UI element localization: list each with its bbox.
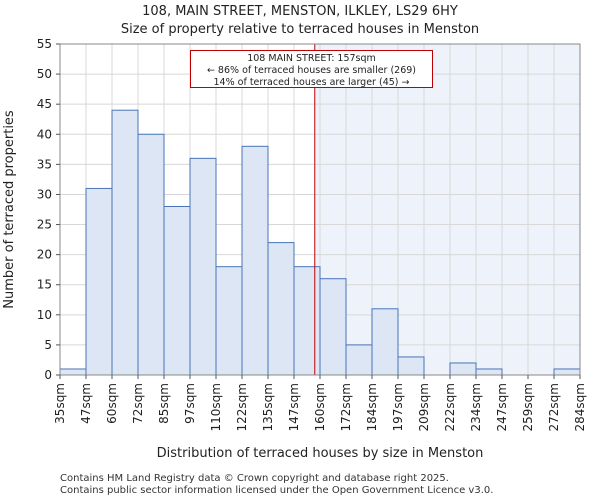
x-tick-label: 60sqm xyxy=(105,383,119,424)
footer-line-2: Contains public sector information licen… xyxy=(60,485,494,496)
histogram-bar xyxy=(137,133,165,376)
larger-region-highlight xyxy=(314,44,580,375)
histogram-bar xyxy=(371,308,399,376)
histogram-bar xyxy=(85,187,113,376)
x-tick-label: 234sqm xyxy=(469,383,483,431)
histogram-bar xyxy=(189,157,217,376)
x-tick-label: 85sqm xyxy=(157,383,171,424)
x-tick-label: 110sqm xyxy=(209,383,223,431)
histogram-bar xyxy=(293,266,321,376)
y-tick-label: 55 xyxy=(37,37,52,51)
x-tick-label: 97sqm xyxy=(183,383,197,424)
histogram-bar xyxy=(163,205,191,376)
x-tick-label: 184sqm xyxy=(365,383,379,431)
x-tick-label: 284sqm xyxy=(573,383,587,431)
x-tick-label: 259sqm xyxy=(521,383,535,431)
x-tick-label: 47sqm xyxy=(79,383,93,424)
histogram-bar xyxy=(345,344,373,376)
histogram-bar xyxy=(241,145,269,376)
histogram-bar xyxy=(215,266,243,376)
y-tick-label: 15 xyxy=(37,278,52,292)
x-tick-label: 122sqm xyxy=(235,383,249,431)
histogram-bar xyxy=(319,278,347,376)
x-tick-label: 72sqm xyxy=(131,383,145,424)
x-tick-label: 247sqm xyxy=(495,383,509,431)
y-tick-label: 10 xyxy=(37,308,52,322)
y-tick-label: 5 xyxy=(44,338,52,352)
x-tick-label: 135sqm xyxy=(261,383,275,431)
y-tick-label: 35 xyxy=(37,157,52,171)
histogram-bar xyxy=(553,368,581,376)
y-tick-label: 25 xyxy=(37,218,52,232)
y-tick-label: 45 xyxy=(37,97,52,111)
x-tick-label: 172sqm xyxy=(339,383,353,431)
x-tick-label: 272sqm xyxy=(547,383,561,431)
y-axis-label: Number of terraced properties xyxy=(2,110,17,309)
chart-subtitle: Size of property relative to terraced ho… xyxy=(120,22,480,37)
property-annotation: 108 MAIN STREET: 157sqm ← 86% of terrace… xyxy=(190,50,433,88)
y-tick-label: 50 xyxy=(37,67,52,81)
x-tick-label: 222sqm xyxy=(443,383,457,431)
histogram-bar xyxy=(397,356,425,376)
histogram-bar xyxy=(449,362,477,376)
chart-title: 108, MAIN STREET, MENSTON, ILKLEY, LS29 … xyxy=(142,4,458,19)
x-tick-label: 197sqm xyxy=(391,383,405,431)
histogram-bar xyxy=(111,109,139,376)
annotation-line-1: 108 MAIN STREET: 157sqm xyxy=(247,53,376,64)
x-tick-label: 35sqm xyxy=(53,383,67,424)
histogram-bar xyxy=(59,368,87,376)
x-tick-label: 147sqm xyxy=(287,383,301,431)
histogram-bar xyxy=(475,368,503,376)
y-tick-label: 20 xyxy=(37,248,52,262)
annotation-line-3: 14% of terraced houses are larger (45) → xyxy=(213,77,410,88)
x-tick-label: 209sqm xyxy=(417,383,431,431)
x-axis-label: Distribution of terraced houses by size … xyxy=(157,446,484,461)
y-tick-label: 40 xyxy=(37,127,52,141)
footer-line-1: Contains HM Land Registry data © Crown c… xyxy=(60,473,449,484)
y-tick-label: 0 xyxy=(44,368,52,382)
x-tick-label: 160sqm xyxy=(313,383,327,431)
histogram-bar xyxy=(267,242,295,376)
y-tick-label: 30 xyxy=(37,187,52,201)
annotation-line-2: ← 86% of terraced houses are smaller (26… xyxy=(206,65,417,76)
